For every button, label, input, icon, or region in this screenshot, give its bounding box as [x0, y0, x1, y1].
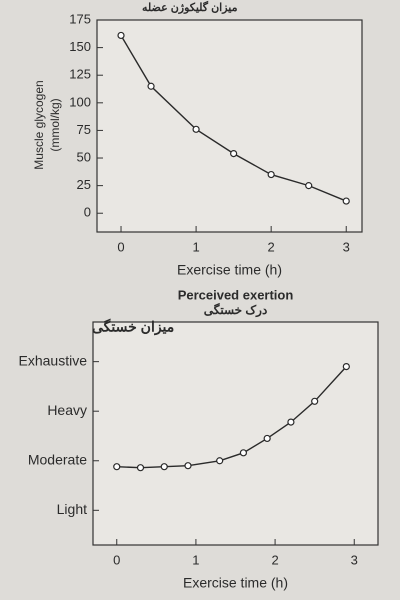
data-point: [305, 182, 313, 190]
x-axis-label: Exercise time (h): [177, 262, 282, 278]
x-tick-label: 3: [351, 552, 358, 567]
data-point: [230, 150, 238, 158]
data-point: [117, 31, 125, 40]
data-point: [239, 449, 248, 457]
chart-subtitle: درک خستگی: [204, 302, 268, 318]
x-tick-label: 0: [117, 239, 124, 254]
y-tick-label: Light: [57, 501, 87, 517]
x-axis-label: Exercise time (h): [183, 575, 288, 591]
annotation: میزان خستگی: [92, 319, 174, 336]
data-point: [216, 457, 224, 465]
x-tick-label: 2: [271, 552, 278, 567]
plot-area: [96, 19, 363, 233]
data-point: [311, 397, 319, 405]
data-point: [147, 82, 155, 90]
y-tick-label: Exhaustive: [19, 352, 88, 368]
y-tick-label: Heavy: [47, 402, 87, 418]
data-point: [267, 170, 275, 179]
y-tick-label: 25: [77, 177, 91, 192]
y-tick-label: 125: [69, 67, 91, 82]
chart-title: Perceived exertion: [178, 287, 294, 302]
plot-area: [92, 321, 379, 546]
annotation: میزان گلیکوژن عضله: [142, 0, 238, 14]
data-point: [263, 434, 271, 443]
data-point: [192, 125, 200, 133]
x-tick-label: 0: [113, 552, 120, 567]
x-tick-label: 2: [268, 239, 275, 254]
x-tick-label: 1: [192, 239, 199, 254]
y-tick-label: 75: [77, 122, 91, 137]
data-point: [136, 464, 145, 472]
data-point: [113, 463, 121, 471]
y-tick-label: 150: [69, 39, 91, 54]
y-tick-label: 0: [84, 205, 91, 220]
data-point: [184, 462, 192, 470]
y-tick-label: 175: [69, 11, 91, 26]
x-tick-label: 1: [192, 552, 199, 567]
data-line: [116, 366, 347, 469]
x-tick-label: 3: [343, 239, 350, 254]
y-axis-label: Muscle glycogen: [32, 80, 46, 169]
y-tick-label: 100: [69, 94, 91, 109]
data-point: [160, 463, 168, 471]
y-tick-label: 50: [77, 149, 91, 164]
data-point: [342, 197, 350, 205]
data-point: [287, 418, 295, 426]
y-axis-label: (mmol/kg): [48, 98, 62, 151]
y-tick-label: Moderate: [28, 451, 87, 467]
data-point: [342, 363, 350, 371]
